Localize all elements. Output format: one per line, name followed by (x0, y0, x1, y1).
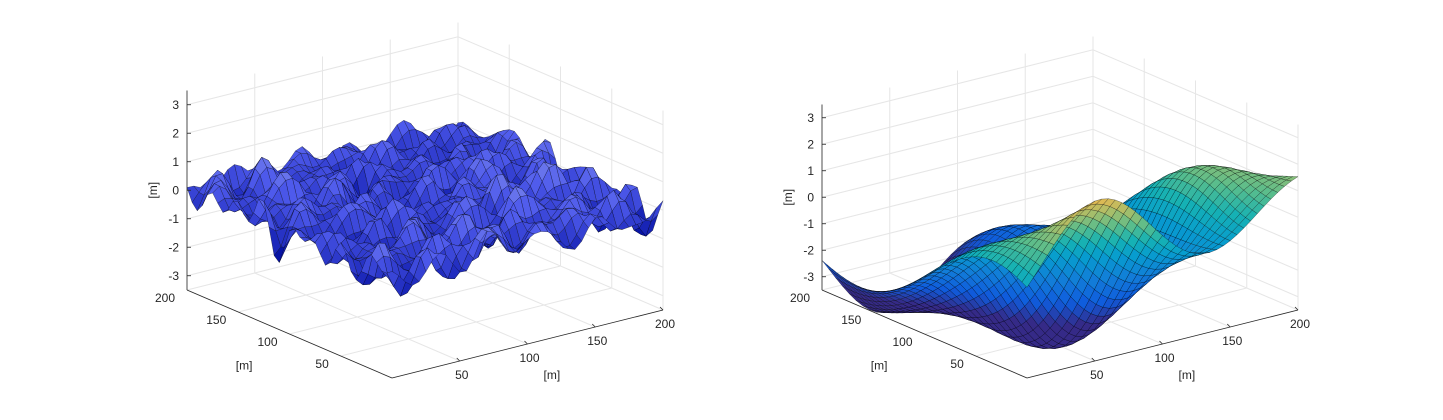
z-axis-label: [m] (146, 182, 160, 199)
y-tick-label: 200 (790, 291, 810, 305)
x-tick-label: 200 (1290, 317, 1310, 331)
z-tick-label: -2 (803, 243, 814, 257)
y-axis-label: [m] (236, 358, 253, 372)
z-tick-label: 2 (807, 137, 814, 151)
y-tick-label: 50 (315, 357, 329, 371)
z-axis-label: [m] (781, 189, 795, 206)
x-tick-label: 150 (1222, 334, 1242, 348)
z-tick-label: -2 (168, 240, 179, 254)
z-tick-label: 0 (172, 183, 179, 197)
x-axis-label: [m] (543, 368, 560, 382)
surface-patch (650, 200, 664, 222)
axes: 50 100 150 200 50 100 150 200 -3 -2 -1 0 1 2 3 [m] [m] [m… (781, 104, 1310, 382)
x-tick-label: 100 (1154, 351, 1174, 365)
z-tick-label: 1 (807, 164, 814, 178)
surface-patch (1021, 272, 1035, 288)
z-tick-label: -1 (803, 217, 814, 231)
z-tick-label: 3 (172, 98, 179, 112)
x-tick-label: 150 (587, 334, 607, 348)
x-axis-label: [m] (1178, 368, 1195, 382)
y-axis-label: [m] (871, 358, 888, 372)
z-tick-label: 0 (807, 190, 814, 204)
z-tick-label: -3 (168, 269, 179, 283)
z-tick-label: 1 (172, 155, 179, 169)
panel-flat: 50 100 150 200 50 100 150 200 -3 -2 -1 0 1 2 3 [m] [m] [m… (146, 22, 675, 382)
z-tick-label: -1 (168, 212, 179, 226)
y-axis-line (186, 289, 393, 379)
surface (821, 165, 1299, 349)
y-axis-line (821, 289, 1028, 379)
surface (186, 119, 664, 297)
y-tick-label: 50 (950, 357, 964, 371)
y-tick-label: 100 (257, 335, 277, 349)
x-tick-label: 200 (655, 317, 675, 331)
x-tick-label: 50 (455, 368, 469, 382)
surface-patch (386, 271, 399, 287)
z-tick-label: 3 (807, 111, 814, 125)
y-tick-label: 200 (155, 291, 175, 305)
z-tick-label: 2 (172, 126, 179, 140)
y-tick-label: 150 (206, 313, 226, 327)
y-tick-label: 150 (841, 313, 861, 327)
panel-rough: 50 100 150 200 50 100 150 200 -3 -2 -1 0 1 2 3 [m] [m] [m… (781, 36, 1310, 382)
axes: 50 100 150 200 50 100 150 200 -3 -2 -1 0 1 2 3 [m] [m] [m… (146, 90, 675, 382)
y-tick-label: 100 (892, 335, 912, 349)
z-tick-label: -3 (803, 270, 814, 284)
x-tick-label: 100 (519, 351, 539, 365)
x-tick-label: 50 (1090, 368, 1104, 382)
